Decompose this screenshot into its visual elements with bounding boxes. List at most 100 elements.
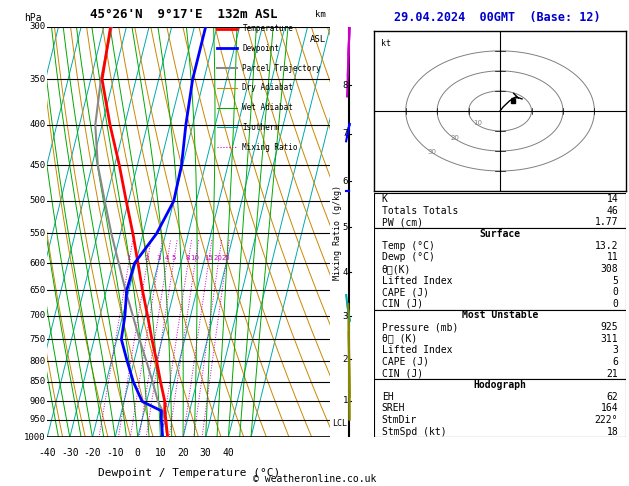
Text: StmDir: StmDir bbox=[382, 415, 417, 425]
Text: -40: -40 bbox=[38, 448, 56, 458]
Text: CIN (J): CIN (J) bbox=[382, 368, 423, 379]
Text: 21: 21 bbox=[606, 368, 618, 379]
Text: 14: 14 bbox=[606, 194, 618, 204]
Text: Wet Adiabat: Wet Adiabat bbox=[243, 103, 293, 112]
Text: 5: 5 bbox=[171, 255, 175, 261]
Text: 29.04.2024  00GMT  (Base: 12): 29.04.2024 00GMT (Base: 12) bbox=[394, 11, 600, 24]
Text: 62: 62 bbox=[606, 392, 618, 402]
Text: 3: 3 bbox=[613, 345, 618, 355]
Text: 7: 7 bbox=[342, 129, 348, 139]
Text: 0: 0 bbox=[613, 299, 618, 309]
Text: 550: 550 bbox=[30, 229, 46, 238]
Text: Parcel Trajectory: Parcel Trajectory bbox=[243, 64, 321, 73]
Text: Dewpoint / Temperature (°C): Dewpoint / Temperature (°C) bbox=[97, 468, 280, 478]
Text: θᴄ (K): θᴄ (K) bbox=[382, 334, 417, 344]
Text: 700: 700 bbox=[30, 311, 46, 320]
Text: 311: 311 bbox=[601, 334, 618, 344]
Text: -10: -10 bbox=[106, 448, 124, 458]
Text: 20: 20 bbox=[450, 135, 459, 141]
Text: 164: 164 bbox=[601, 403, 618, 414]
Text: LCL: LCL bbox=[331, 419, 347, 428]
Text: 46: 46 bbox=[606, 206, 618, 216]
Text: km: km bbox=[315, 10, 326, 18]
Text: 40: 40 bbox=[223, 448, 234, 458]
Text: Lifted Index: Lifted Index bbox=[382, 276, 452, 286]
Text: 30: 30 bbox=[428, 149, 437, 155]
Text: 45°26'N  9°17'E  132m ASL: 45°26'N 9°17'E 132m ASL bbox=[89, 8, 277, 20]
Text: 308: 308 bbox=[601, 264, 618, 274]
Text: Isotherm: Isotherm bbox=[243, 123, 279, 132]
Text: 10: 10 bbox=[155, 448, 166, 458]
Text: 3: 3 bbox=[342, 312, 348, 321]
Text: -20: -20 bbox=[84, 448, 101, 458]
Text: 850: 850 bbox=[30, 378, 46, 386]
Text: 4: 4 bbox=[342, 268, 348, 277]
Text: 15: 15 bbox=[204, 255, 213, 261]
Text: CAPE (J): CAPE (J) bbox=[382, 287, 429, 297]
Text: 20: 20 bbox=[177, 448, 189, 458]
Text: 900: 900 bbox=[30, 397, 46, 406]
Text: 4: 4 bbox=[165, 255, 169, 261]
Text: Dry Adiabat: Dry Adiabat bbox=[243, 84, 293, 92]
Text: 1: 1 bbox=[126, 255, 131, 261]
Text: 1: 1 bbox=[342, 397, 348, 405]
Text: 6: 6 bbox=[613, 357, 618, 367]
Text: PW (cm): PW (cm) bbox=[382, 217, 423, 227]
Text: -30: -30 bbox=[61, 448, 79, 458]
Text: kt: kt bbox=[381, 39, 391, 48]
Text: 5: 5 bbox=[613, 276, 618, 286]
Text: Temperature: Temperature bbox=[243, 24, 293, 33]
Text: hPa: hPa bbox=[25, 13, 42, 23]
Text: 300: 300 bbox=[30, 22, 46, 31]
Text: Dewpoint: Dewpoint bbox=[243, 44, 279, 53]
Text: SREH: SREH bbox=[382, 403, 405, 414]
Text: 600: 600 bbox=[30, 259, 46, 268]
Bar bbox=[374, 228, 626, 310]
Text: Hodograph: Hodograph bbox=[474, 380, 526, 390]
Text: EH: EH bbox=[382, 392, 394, 402]
Text: ASL: ASL bbox=[310, 35, 326, 44]
Text: Temp (°C): Temp (°C) bbox=[382, 241, 435, 251]
Text: CAPE (J): CAPE (J) bbox=[382, 357, 429, 367]
Text: Dewp (°C): Dewp (°C) bbox=[382, 252, 435, 262]
Text: Most Unstable: Most Unstable bbox=[462, 311, 538, 320]
Text: 30: 30 bbox=[200, 448, 211, 458]
Text: 18: 18 bbox=[606, 427, 618, 436]
Text: 0: 0 bbox=[613, 287, 618, 297]
Text: StmSpd (kt): StmSpd (kt) bbox=[382, 427, 447, 436]
Text: 1.77: 1.77 bbox=[595, 217, 618, 227]
Text: K: K bbox=[382, 194, 387, 204]
Text: 6: 6 bbox=[342, 177, 348, 186]
Text: 450: 450 bbox=[30, 160, 46, 170]
Text: 1000: 1000 bbox=[25, 433, 46, 442]
Text: 2: 2 bbox=[145, 255, 149, 261]
Text: 25: 25 bbox=[221, 255, 230, 261]
Text: 10: 10 bbox=[191, 255, 199, 261]
Text: 650: 650 bbox=[30, 286, 46, 295]
Text: Totals Totals: Totals Totals bbox=[382, 206, 458, 216]
Bar bbox=[374, 379, 626, 437]
Text: 2: 2 bbox=[342, 355, 348, 364]
Text: Surface: Surface bbox=[479, 229, 521, 239]
Text: 11: 11 bbox=[606, 252, 618, 262]
Text: 500: 500 bbox=[30, 196, 46, 206]
Text: 400: 400 bbox=[30, 121, 46, 129]
Text: 13.2: 13.2 bbox=[595, 241, 618, 251]
Text: CIN (J): CIN (J) bbox=[382, 299, 423, 309]
Text: 800: 800 bbox=[30, 357, 46, 366]
Text: 925: 925 bbox=[601, 322, 618, 332]
Text: Mixing Ratio (g/kg): Mixing Ratio (g/kg) bbox=[333, 185, 342, 279]
Text: 0: 0 bbox=[135, 448, 141, 458]
Text: 222°: 222° bbox=[595, 415, 618, 425]
Text: 10: 10 bbox=[473, 121, 482, 126]
Text: 8: 8 bbox=[186, 255, 190, 261]
Text: 3: 3 bbox=[156, 255, 161, 261]
Text: 5: 5 bbox=[342, 223, 348, 232]
Text: Pressure (mb): Pressure (mb) bbox=[382, 322, 458, 332]
Text: 8: 8 bbox=[342, 81, 348, 89]
Text: θᴄ(K): θᴄ(K) bbox=[382, 264, 411, 274]
Text: 750: 750 bbox=[30, 335, 46, 344]
Text: Lifted Index: Lifted Index bbox=[382, 345, 452, 355]
Bar bbox=[374, 310, 626, 379]
Bar bbox=[374, 193, 626, 228]
